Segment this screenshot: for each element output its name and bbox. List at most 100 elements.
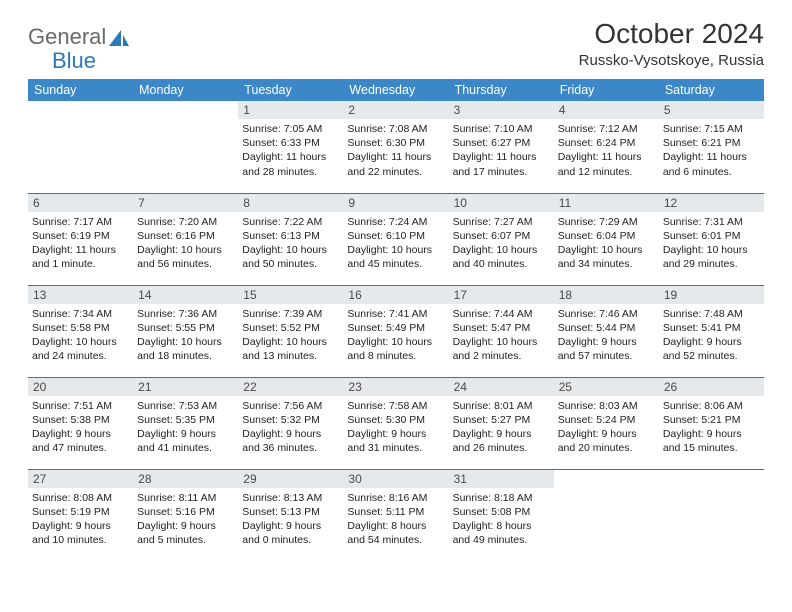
calendar-day-cell: 28 Sunrise: 8:11 AMSunset: 5:16 PMDayligh… xyxy=(133,469,238,561)
day-details: Sunrise: 8:16 AMSunset: 5:11 PMDaylight:… xyxy=(347,491,444,548)
day-number: 4 xyxy=(554,101,659,119)
month-title: October 2024 xyxy=(579,18,764,50)
day-number: 12 xyxy=(659,194,764,212)
day-number: 26 xyxy=(659,378,764,396)
day-details: Sunrise: 7:36 AMSunset: 5:55 PMDaylight:… xyxy=(137,307,234,364)
calendar-day-cell: 9 Sunrise: 7:24 AMSunset: 6:10 PMDaylight… xyxy=(343,193,448,285)
day-details: Sunrise: 8:01 AMSunset: 5:27 PMDaylight:… xyxy=(453,399,550,456)
calendar-day-cell: 24 Sunrise: 8:01 AMSunset: 5:27 PMDayligh… xyxy=(449,377,554,469)
day-details: Sunrise: 7:58 AMSunset: 5:30 PMDaylight:… xyxy=(347,399,444,456)
day-number: 29 xyxy=(238,470,343,488)
day-details: Sunrise: 7:17 AMSunset: 6:19 PMDaylight:… xyxy=(32,215,129,272)
calendar-week-row: 20 Sunrise: 7:51 AMSunset: 5:38 PMDayligh… xyxy=(28,377,764,469)
day-number: 16 xyxy=(343,286,448,304)
day-number: 22 xyxy=(238,378,343,396)
day-number: 24 xyxy=(449,378,554,396)
calendar-week-row: 13 Sunrise: 7:34 AMSunset: 5:58 PMDayligh… xyxy=(28,285,764,377)
calendar-day-cell: 7 Sunrise: 7:20 AMSunset: 6:16 PMDaylight… xyxy=(133,193,238,285)
calendar-day-cell: 19 Sunrise: 7:48 AMSunset: 5:41 PMDayligh… xyxy=(659,285,764,377)
day-details: Sunrise: 7:39 AMSunset: 5:52 PMDaylight:… xyxy=(242,307,339,364)
day-details: Sunrise: 7:56 AMSunset: 5:32 PMDaylight:… xyxy=(242,399,339,456)
location: Russko-Vysotskoye, Russia xyxy=(579,52,764,69)
day-number: 28 xyxy=(133,470,238,488)
day-number: 7 xyxy=(133,194,238,212)
day-number: 19 xyxy=(659,286,764,304)
day-number: 30 xyxy=(343,470,448,488)
day-number: 3 xyxy=(449,101,554,119)
day-number: 27 xyxy=(28,470,133,488)
day-details: Sunrise: 7:34 AMSunset: 5:58 PMDaylight:… xyxy=(32,307,129,364)
calendar-week-row: 27 Sunrise: 8:08 AMSunset: 5:19 PMDayligh… xyxy=(28,469,764,561)
calendar-day-cell: 30 Sunrise: 8:16 AMSunset: 5:11 PMDayligh… xyxy=(343,469,448,561)
day-details: Sunrise: 7:51 AMSunset: 5:38 PMDaylight:… xyxy=(32,399,129,456)
day-header-row: SundayMondayTuesdayWednesdayThursdayFrid… xyxy=(28,79,764,101)
day-details: Sunrise: 7:29 AMSunset: 6:04 PMDaylight:… xyxy=(558,215,655,272)
day-number: 25 xyxy=(554,378,659,396)
calendar-day-cell: 18 Sunrise: 7:46 AMSunset: 5:44 PMDayligh… xyxy=(554,285,659,377)
day-details: Sunrise: 8:08 AMSunset: 5:19 PMDaylight:… xyxy=(32,491,129,548)
calendar-day-cell: 21Sunrise: 7:53 AMSunset: 5:35 PMDayligh… xyxy=(133,377,238,469)
day-details: Sunrise: 7:46 AMSunset: 5:44 PMDaylight:… xyxy=(558,307,655,364)
calendar-day-cell: 6 Sunrise: 7:17 AMSunset: 6:19 PMDaylight… xyxy=(28,193,133,285)
day-details: Sunrise: 8:11 AMSunset: 5:16 PMDaylight:… xyxy=(137,491,234,548)
calendar-day-cell: 22 Sunrise: 7:56 AMSunset: 5:32 PMDayligh… xyxy=(238,377,343,469)
day-number: 15 xyxy=(238,286,343,304)
calendar-table: SundayMondayTuesdayWednesdayThursdayFrid… xyxy=(28,79,764,561)
day-number: 18 xyxy=(554,286,659,304)
calendar-day-cell: 29 Sunrise: 8:13 AMSunset: 5:13 PMDayligh… xyxy=(238,469,343,561)
day-number: 8 xyxy=(238,194,343,212)
day-details: Sunrise: 7:05 AMSunset: 6:33 PMDaylight:… xyxy=(242,122,339,179)
day-details: Sunrise: 7:08 AMSunset: 6:30 PMDaylight:… xyxy=(347,122,444,179)
day-header: Monday xyxy=(133,79,238,101)
calendar-empty-cell xyxy=(659,469,764,561)
header: General Blue October 2024 Russko-Vysotsk… xyxy=(28,18,764,69)
day-number: 14 xyxy=(133,286,238,304)
day-details: Sunrise: 7:22 AMSunset: 6:13 PMDaylight:… xyxy=(242,215,339,272)
logo-text-2: Blue xyxy=(52,48,96,74)
day-header: Sunday xyxy=(28,79,133,101)
day-number: 23 xyxy=(343,378,448,396)
calendar-day-cell: 14 Sunrise: 7:36 AMSunset: 5:55 PMDayligh… xyxy=(133,285,238,377)
calendar-day-cell: 25 Sunrise: 8:03 AMSunset: 5:24 PMDayligh… xyxy=(554,377,659,469)
calendar-day-cell: 15 Sunrise: 7:39 AMSunset: 5:52 PMDayligh… xyxy=(238,285,343,377)
logo-sail-icon xyxy=(108,28,130,48)
calendar-day-cell: 31 Sunrise: 8:18 AMSunset: 5:08 PMDayligh… xyxy=(449,469,554,561)
day-header: Wednesday xyxy=(343,79,448,101)
calendar-empty-cell xyxy=(133,101,238,193)
calendar-week-row: 6 Sunrise: 7:17 AMSunset: 6:19 PMDaylight… xyxy=(28,193,764,285)
day-details: Sunrise: 7:53 AMSunset: 5:35 PMDaylight:… xyxy=(137,399,234,456)
calendar-day-cell: 4 Sunrise: 7:12 AMSunset: 6:24 PMDaylight… xyxy=(554,101,659,193)
day-details: Sunrise: 7:41 AMSunset: 5:49 PMDaylight:… xyxy=(347,307,444,364)
day-details: Sunrise: 7:24 AMSunset: 6:10 PMDaylight:… xyxy=(347,215,444,272)
calendar-day-cell: 20 Sunrise: 7:51 AMSunset: 5:38 PMDayligh… xyxy=(28,377,133,469)
calendar-day-cell: 26 Sunrise: 8:06 AMSunset: 5:21 PMDayligh… xyxy=(659,377,764,469)
day-number: 2 xyxy=(343,101,448,119)
day-number: 9 xyxy=(343,194,448,212)
day-details: Sunrise: 7:27 AMSunset: 6:07 PMDaylight:… xyxy=(453,215,550,272)
logo-line2: Blue xyxy=(52,42,96,74)
day-details: Sunrise: 7:48 AMSunset: 5:41 PMDaylight:… xyxy=(663,307,760,364)
day-details: Sunrise: 7:15 AMSunset: 6:21 PMDaylight:… xyxy=(663,122,760,179)
day-number: 20 xyxy=(28,378,133,396)
day-details: Sunrise: 8:06 AMSunset: 5:21 PMDaylight:… xyxy=(663,399,760,456)
day-number: 17 xyxy=(449,286,554,304)
day-header: Friday xyxy=(554,79,659,101)
calendar-day-cell: 27 Sunrise: 8:08 AMSunset: 5:19 PMDayligh… xyxy=(28,469,133,561)
calendar-day-cell: 16 Sunrise: 7:41 AMSunset: 5:49 PMDayligh… xyxy=(343,285,448,377)
day-number: 31 xyxy=(449,470,554,488)
calendar-empty-cell xyxy=(554,469,659,561)
day-details: Sunrise: 8:03 AMSunset: 5:24 PMDaylight:… xyxy=(558,399,655,456)
calendar-body: 1Sunrise: 7:05 AMSunset: 6:33 PMDaylight… xyxy=(28,101,764,561)
day-details: Sunrise: 8:13 AMSunset: 5:13 PMDaylight:… xyxy=(242,491,339,548)
calendar-day-cell: 11Sunrise: 7:29 AMSunset: 6:04 PMDayligh… xyxy=(554,193,659,285)
calendar-empty-cell xyxy=(28,101,133,193)
day-details: Sunrise: 7:20 AMSunset: 6:16 PMDaylight:… xyxy=(137,215,234,272)
day-number: 13 xyxy=(28,286,133,304)
day-number: 6 xyxy=(28,194,133,212)
day-number: 10 xyxy=(449,194,554,212)
calendar-day-cell: 5Sunrise: 7:15 AMSunset: 6:21 PMDaylight… xyxy=(659,101,764,193)
day-details: Sunrise: 8:18 AMSunset: 5:08 PMDaylight:… xyxy=(453,491,550,548)
title-block: October 2024 Russko-Vysotskoye, Russia xyxy=(579,18,764,69)
day-details: Sunrise: 7:12 AMSunset: 6:24 PMDaylight:… xyxy=(558,122,655,179)
calendar-day-cell: 3Sunrise: 7:10 AMSunset: 6:27 PMDaylight… xyxy=(449,101,554,193)
